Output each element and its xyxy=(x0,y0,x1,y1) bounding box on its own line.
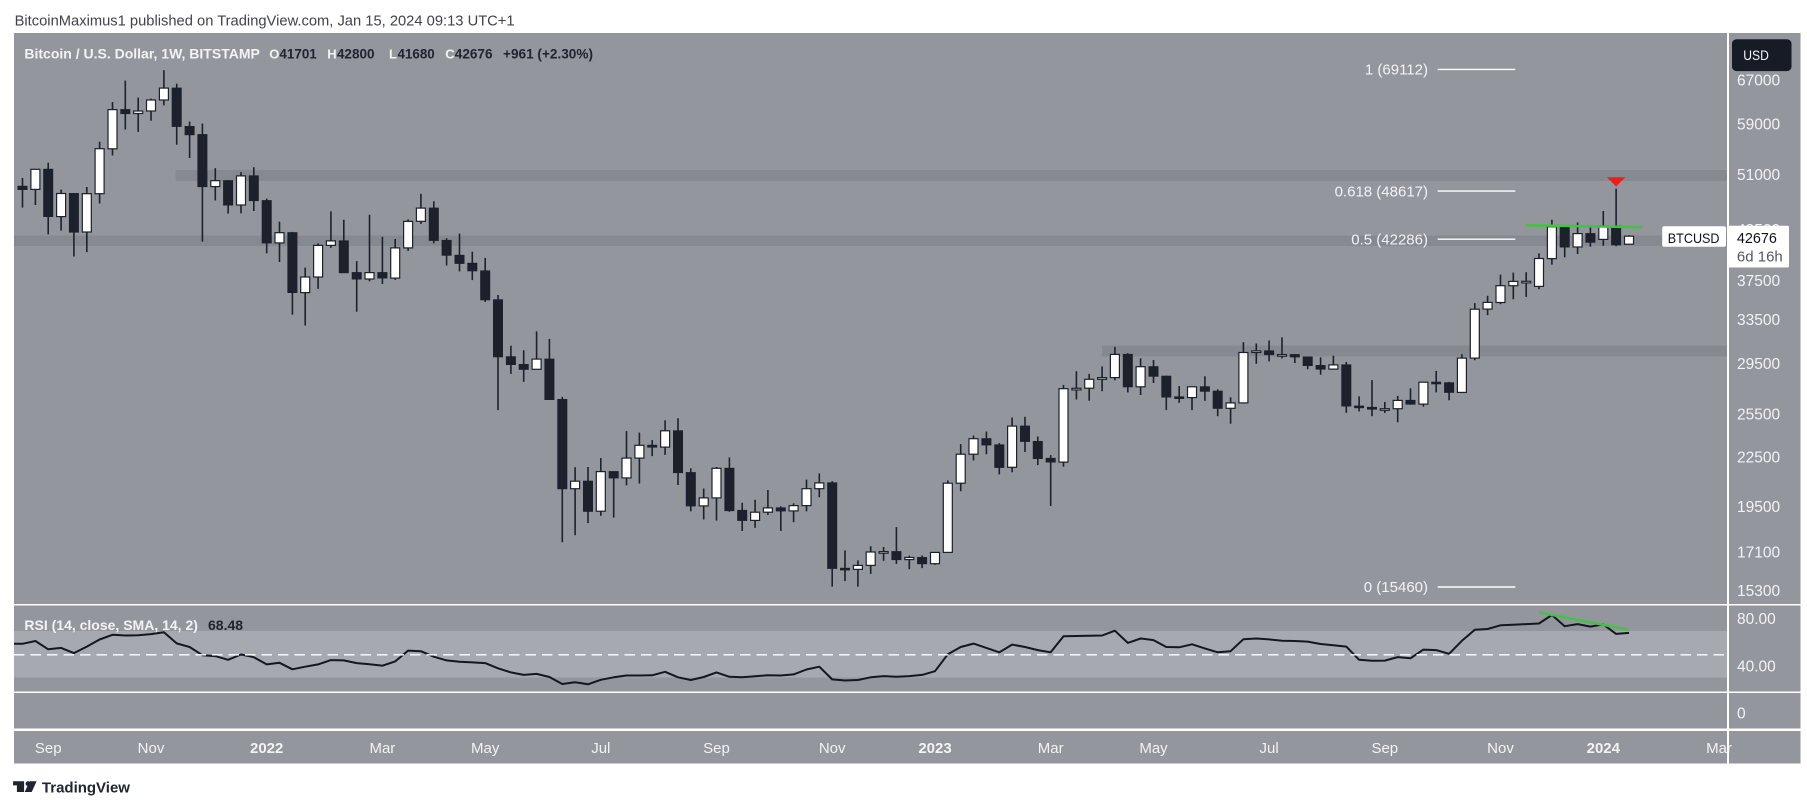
svg-text:1 (69112): 1 (69112) xyxy=(1365,62,1428,79)
svg-text:+961 (+2.30%): +961 (+2.30%) xyxy=(503,47,593,62)
svg-text:Sep: Sep xyxy=(1371,740,1398,757)
svg-text:41680: 41680 xyxy=(398,47,435,62)
svg-text:33500: 33500 xyxy=(1737,312,1780,329)
svg-text:19500: 19500 xyxy=(1737,499,1780,516)
svg-text:May: May xyxy=(471,740,500,757)
svg-text:41701: 41701 xyxy=(279,47,317,62)
svg-text:USD: USD xyxy=(1743,47,1769,63)
svg-text:67000: 67000 xyxy=(1737,73,1780,90)
svg-text:15300: 15300 xyxy=(1737,583,1780,600)
svg-text:2022: 2022 xyxy=(250,740,283,757)
svg-text:42676: 42676 xyxy=(455,47,493,62)
svg-text:O: O xyxy=(269,47,279,62)
svg-text:BitcoinMaximus1 published on T: BitcoinMaximus1 published on TradingView… xyxy=(15,12,515,29)
svg-text:TradingView: TradingView xyxy=(42,779,130,796)
svg-text:Sep: Sep xyxy=(703,740,730,757)
svg-text:2024: 2024 xyxy=(1587,740,1621,757)
svg-text:17100: 17100 xyxy=(1737,545,1780,562)
svg-text:RSI (14, close, SMA, 14, 2): RSI (14, close, SMA, 14, 2) xyxy=(24,617,198,633)
svg-text:BTCUSD: BTCUSD xyxy=(1668,230,1720,246)
svg-text:L: L xyxy=(389,47,397,62)
svg-text:Nov: Nov xyxy=(819,740,846,757)
svg-text:Mar: Mar xyxy=(1706,740,1732,757)
svg-text:37500: 37500 xyxy=(1737,273,1780,290)
svg-text:0.5 (42286): 0.5 (42286) xyxy=(1351,231,1428,248)
svg-text:59000: 59000 xyxy=(1737,117,1780,134)
svg-text:80.00: 80.00 xyxy=(1737,611,1776,628)
svg-text:0 (15460): 0 (15460) xyxy=(1364,579,1428,596)
svg-text:0.618 (48617): 0.618 (48617) xyxy=(1335,183,1428,200)
svg-text:Sep: Sep xyxy=(35,740,62,757)
svg-text:C: C xyxy=(445,47,455,62)
svg-text:22500: 22500 xyxy=(1737,450,1780,467)
svg-text:Nov: Nov xyxy=(1487,740,1514,757)
svg-text:Jul: Jul xyxy=(591,740,610,757)
svg-text:Mar: Mar xyxy=(369,740,395,757)
svg-text:25500: 25500 xyxy=(1737,406,1780,423)
svg-text:6d 16h: 6d 16h xyxy=(1737,248,1783,265)
svg-text:Jul: Jul xyxy=(1260,740,1279,757)
svg-text:42800: 42800 xyxy=(337,47,375,62)
svg-text:40.00: 40.00 xyxy=(1737,658,1776,675)
svg-text:Nov: Nov xyxy=(138,740,165,757)
svg-text:May: May xyxy=(1139,740,1168,757)
svg-text:Mar: Mar xyxy=(1038,740,1064,757)
svg-text:2023: 2023 xyxy=(918,740,951,757)
svg-text:68.48: 68.48 xyxy=(208,617,243,633)
svg-text:0: 0 xyxy=(1737,706,1746,723)
svg-text:42676: 42676 xyxy=(1737,230,1777,247)
svg-text:51000: 51000 xyxy=(1737,167,1780,184)
svg-text:H: H xyxy=(327,47,336,62)
svg-text:29500: 29500 xyxy=(1737,356,1780,373)
svg-text:Bitcoin / U.S. Dollar, 1W, BIT: Bitcoin / U.S. Dollar, 1W, BITSTAMP xyxy=(24,46,259,62)
